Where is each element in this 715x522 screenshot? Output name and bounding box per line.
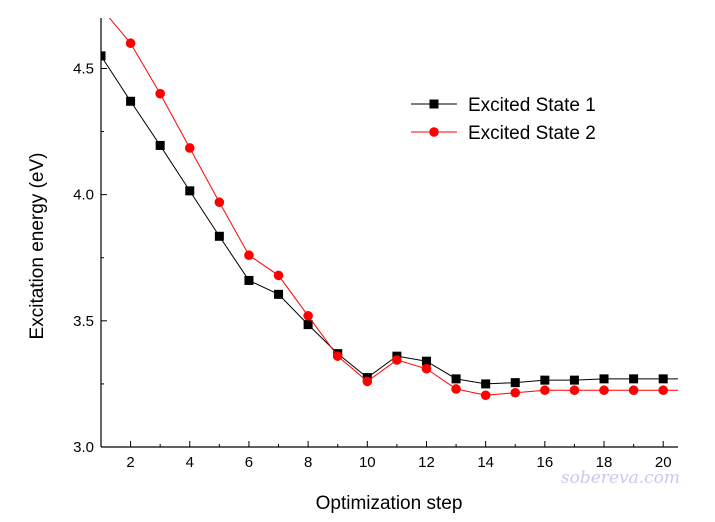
legend-marker — [429, 127, 439, 137]
x-tick-label: 16 — [537, 454, 554, 471]
data-point — [569, 375, 579, 385]
data-point — [599, 374, 609, 384]
x-tick-label: 10 — [359, 454, 376, 471]
axes — [100, 18, 678, 448]
data-point — [214, 197, 225, 208]
x-tick-label: 4 — [186, 454, 194, 471]
legend-label: Excited State 1 — [468, 95, 596, 116]
data-point — [451, 384, 461, 394]
y-tick-label: 3.0 — [73, 439, 94, 456]
data-point — [599, 385, 609, 396]
x-tick-label: 14 — [477, 454, 494, 471]
data-point — [392, 355, 402, 365]
legend-label: Excited State 2 — [468, 123, 596, 144]
legend: Excited State 1 Excited State 2 — [411, 95, 596, 144]
y-tick-label: 3.5 — [73, 313, 94, 330]
data-point — [125, 38, 136, 49]
data-point — [480, 390, 491, 401]
legend-marker — [429, 99, 439, 109]
data-point — [629, 374, 639, 384]
data-point — [303, 320, 313, 330]
data-point — [273, 270, 284, 281]
data-point — [244, 275, 254, 285]
data-point — [126, 96, 136, 106]
data-point — [481, 379, 491, 389]
data-point — [510, 378, 520, 388]
data-point — [332, 351, 343, 361]
data-point — [421, 356, 431, 366]
x-axis-title: Optimization step — [316, 493, 463, 514]
data-point — [628, 385, 639, 396]
data-point — [155, 88, 165, 99]
ticks: 2 4 6 8 10 12 14 16 18 20 3.0 3.5 4.0 4.5 — [73, 60, 671, 471]
series-line — [108, 18, 678, 396]
data-point — [184, 143, 195, 153]
data-point — [96, 3, 106, 13]
data-point — [658, 385, 669, 396]
data-point — [451, 374, 461, 384]
data-point — [101, 51, 106, 61]
y-tick-label: 4.0 — [73, 187, 94, 204]
data-point — [421, 363, 432, 374]
y-axis-title: Excitation energy (eV) — [27, 153, 48, 340]
x-tick-label: 2 — [126, 454, 134, 471]
data-point — [244, 250, 254, 261]
data-point — [569, 385, 580, 396]
x-tick-label: 8 — [304, 454, 312, 471]
x-tick-label: 20 — [655, 454, 672, 471]
y-tick-label: 4.5 — [73, 60, 94, 77]
series-2 — [96, 3, 678, 401]
series-layer — [96, 3, 678, 401]
data-point — [303, 310, 313, 321]
data-point — [185, 186, 195, 196]
data-point — [155, 140, 165, 150]
data-point — [510, 387, 521, 398]
data-point — [540, 385, 550, 396]
data-point — [214, 231, 224, 241]
x-tick-label: 12 — [418, 454, 435, 471]
data-point — [274, 289, 284, 299]
data-point — [658, 374, 668, 384]
watermark: sobereva.com — [561, 468, 680, 488]
data-point — [362, 376, 373, 387]
x-tick-label: 6 — [245, 454, 253, 471]
data-point — [540, 375, 550, 385]
x-tick-label: 18 — [596, 454, 613, 471]
